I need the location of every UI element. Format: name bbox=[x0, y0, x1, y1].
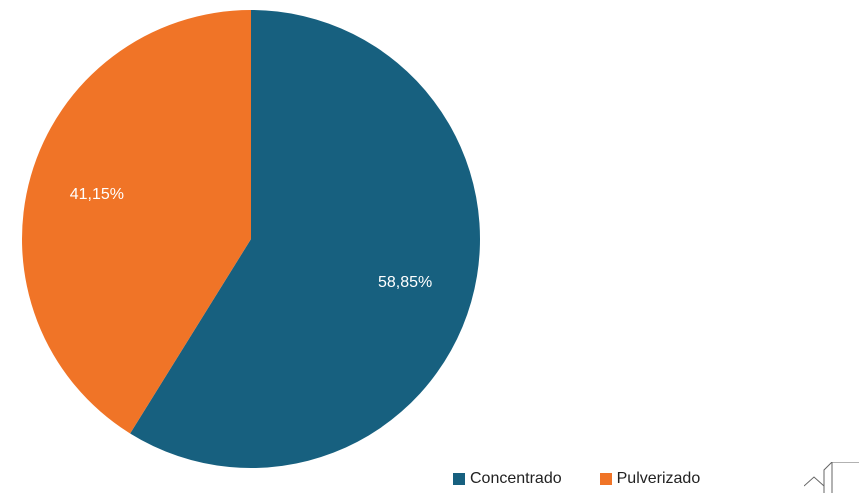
legend-swatch-concentrado bbox=[453, 473, 465, 485]
pie-slice-concentrado[interactable] bbox=[130, 10, 480, 469]
legend-swatch-pulverizado bbox=[599, 473, 612, 485]
legend-label-pulverizado: Pulverizado bbox=[616, 470, 701, 487]
legend-item-pulverizado[interactable]: Pulverizado bbox=[599, 470, 701, 488]
legend-item-concentrado[interactable]: Concentrado bbox=[453, 470, 562, 488]
data-label-pulverizado: 41,15% bbox=[70, 186, 124, 203]
legend-label-concentrado: Concentrado bbox=[470, 470, 562, 487]
chart-legend: Concentrado Pulverizado bbox=[453, 470, 700, 488]
data-label-concentrado: 58,85% bbox=[378, 274, 432, 291]
pie-slice-pulverizado[interactable] bbox=[21, 10, 251, 434]
house-outline-icon bbox=[804, 462, 859, 493]
